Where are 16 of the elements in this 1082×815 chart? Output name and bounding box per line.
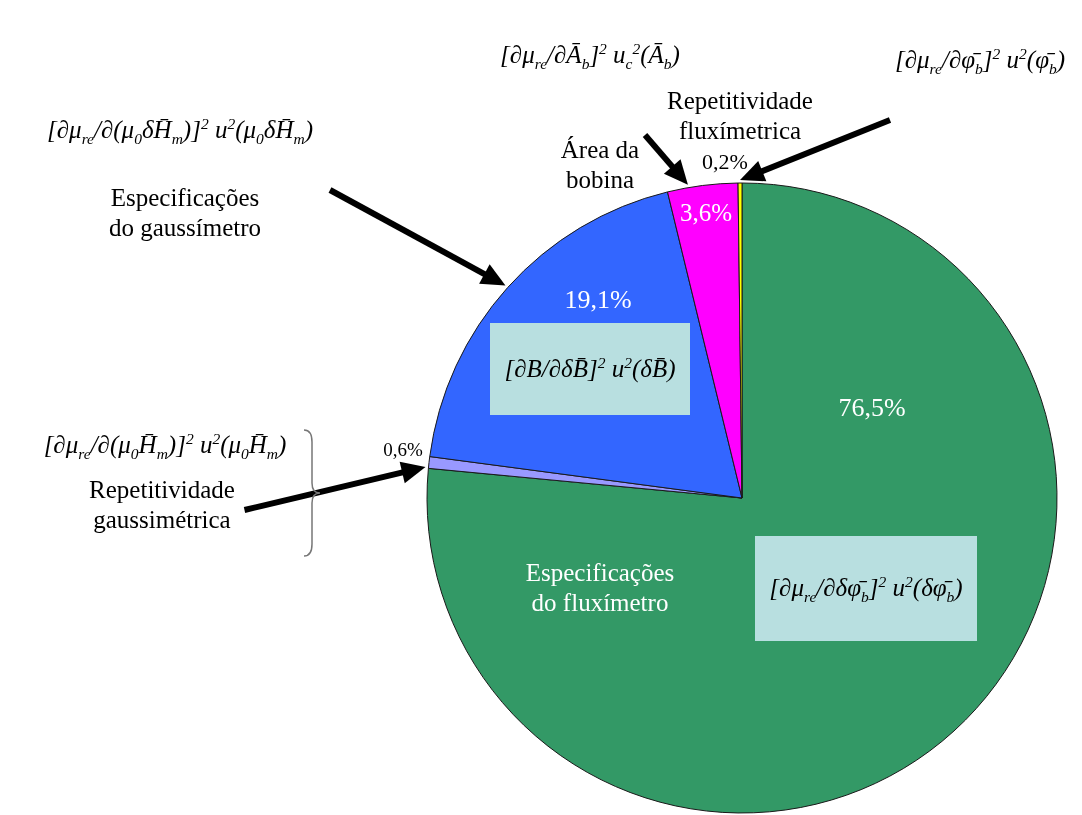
slice-label: Repetitividade fluxímetrica: [666, 86, 814, 146]
text: [∂μ$_{re}$/∂Ā$_{b}$]$^{2}$ u$_{c}$$^{2}$(Ā$_{b}$): [500, 39, 680, 72]
text: [∂μ$_{re}$/∂δφ̄$_{b}$]$^{2}$ u$^{2}$(δφ̄$_{b}$): [769, 572, 963, 605]
text: [∂B/∂δB̄]$^{2}$ u$^{2}$(δB̄): [504, 353, 676, 384]
data-label: 0,2%: [702, 148, 748, 176]
slice-label: Especificações do gaussímetro: [107, 183, 263, 243]
data-label: 0,6%: [383, 438, 423, 462]
data-label: 19,1%: [564, 284, 632, 316]
text: [∂μ$_{re}$/∂(μ$_{0}$δH̄$_{m}$)]$^{2}$ u$^{2}$(μ$_{0}$δH̄$_{m}$): [47, 114, 313, 147]
text: [∂μ$_{re}$/∂φ̄$_{b}$]$^{2}$ u$^{2}$(φ̄$_{b}$): [894, 44, 1066, 77]
text: [∂μ$_{re}$/∂(μ$_{0}$H̄$_{m}$)]$^{2}$ u$^{2}$(μ$_{0}$H̄$_{m}$): [43, 429, 287, 462]
data-label: 3,6%: [679, 198, 733, 228]
slice-label: Área da bobina: [559, 135, 641, 195]
data-label: 76,5%: [838, 392, 906, 424]
slice-label: Especificações do fluxímetro: [524, 558, 676, 618]
slice-label: Repetitividade gaussimétrica: [88, 475, 236, 535]
